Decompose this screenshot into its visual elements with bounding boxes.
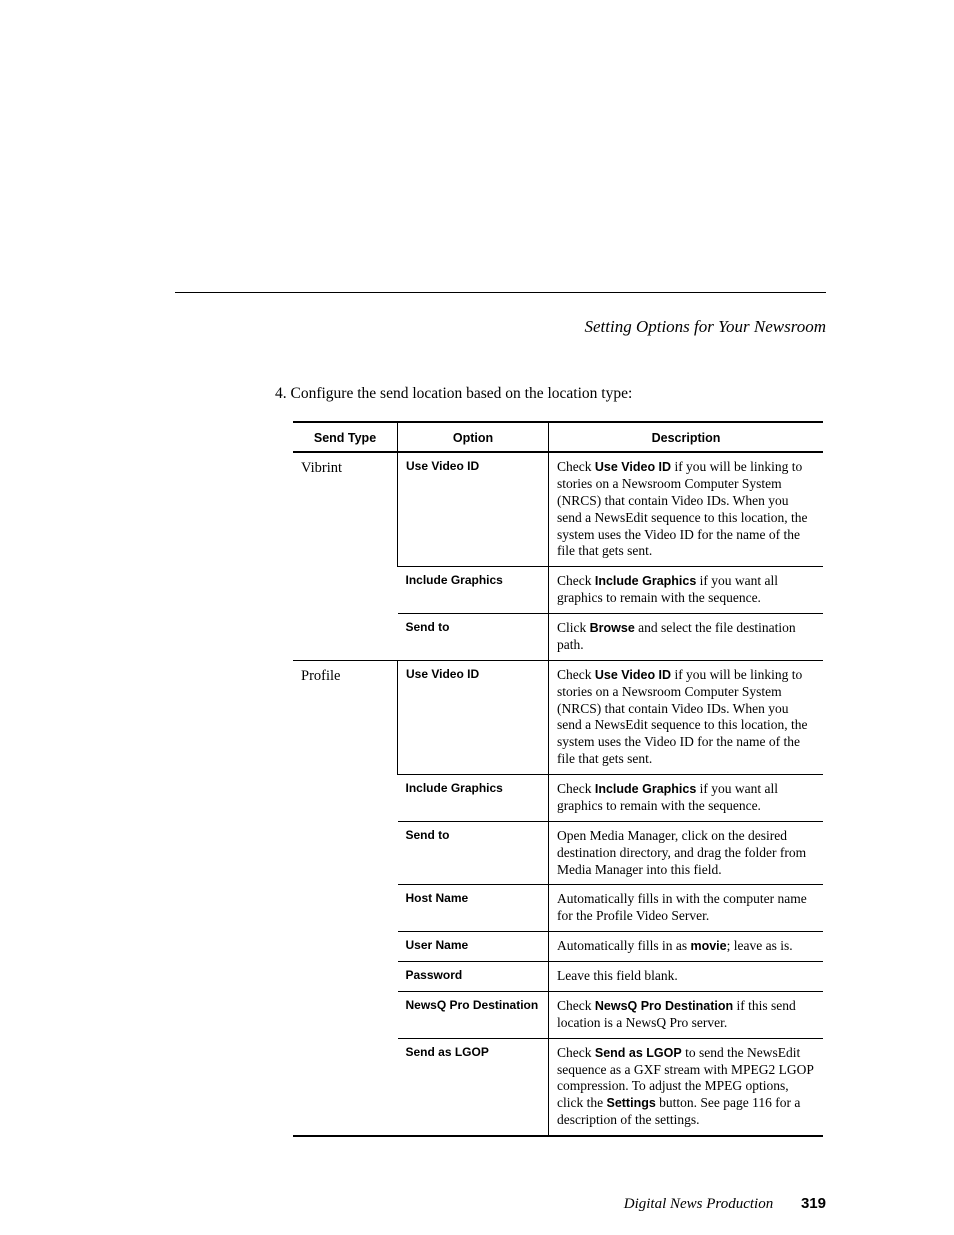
option-cell: Use Video ID (398, 660, 549, 774)
option-cell: Include Graphics (398, 775, 549, 822)
sendtype-cell: Profile (293, 660, 398, 1136)
footer-book-title: Digital News Production (624, 1196, 773, 1212)
description-cell: Check Send as LGOP to send the NewsEdit … (549, 1038, 824, 1136)
table-row: VibrintUse Video IDCheck Use Video ID if… (293, 452, 823, 567)
option-cell: Send to (398, 614, 549, 661)
option-cell: Use Video ID (398, 452, 549, 567)
option-cell: NewsQ Pro Destination (398, 991, 549, 1038)
sendtype-cell: Vibrint (293, 452, 398, 660)
description-cell: Click Browse and select the file destina… (549, 614, 824, 661)
description-cell: Check Include Graphics if you want all g… (549, 567, 824, 614)
option-cell: Send to (398, 821, 549, 885)
option-cell: User Name (398, 932, 549, 962)
option-cell: Send as LGOP (398, 1038, 549, 1136)
option-cell: Include Graphics (398, 567, 549, 614)
description-cell: Automatically fills in with the computer… (549, 885, 824, 932)
description-cell: Check Include Graphics if you want all g… (549, 775, 824, 822)
option-cell: Password (398, 962, 549, 992)
options-table: Send Type Option Description VibrintUse … (293, 421, 823, 1137)
table-header-row: Send Type Option Description (293, 422, 823, 452)
col-header-description: Description (549, 422, 824, 452)
description-cell: Check Use Video ID if you will be linkin… (549, 660, 824, 774)
option-cell: Host Name (398, 885, 549, 932)
description-cell: Check Use Video ID if you will be linkin… (549, 452, 824, 567)
step-text: Configure the send location based on the… (291, 385, 633, 402)
step-intro: 4. Configure the send location based on … (275, 385, 826, 403)
col-header-option: Option (398, 422, 549, 452)
description-cell: Leave this field blank. (549, 962, 824, 992)
step-number: 4. (275, 385, 287, 402)
col-header-sendtype: Send Type (293, 422, 398, 452)
description-cell: Automatically fills in as movie; leave a… (549, 932, 824, 962)
page-footer: Digital News Production 319 (624, 1195, 826, 1213)
table-row: ProfileUse Video IDCheck Use Video ID if… (293, 660, 823, 774)
footer-page-number: 319 (801, 1195, 826, 1212)
header-rule (175, 292, 826, 293)
section-title: Setting Options for Your Newsroom (175, 317, 826, 337)
description-cell: Open Media Manager, click on the desired… (549, 821, 824, 885)
description-cell: Check NewsQ Pro Destination if this send… (549, 991, 824, 1038)
